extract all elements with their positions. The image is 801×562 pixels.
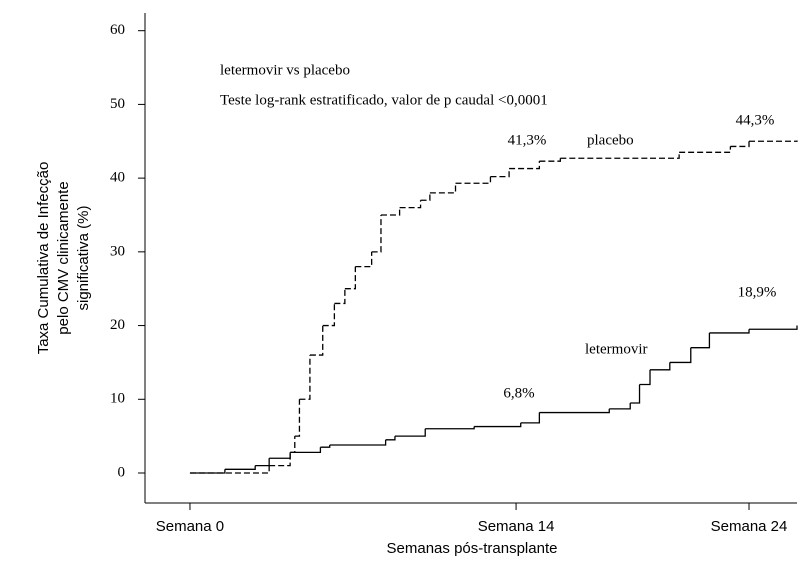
step-segment — [224, 465, 256, 470]
y-tick-label: 50 — [110, 96, 125, 112]
step-segment — [334, 288, 346, 305]
step-segment — [309, 325, 324, 356]
step-segment — [509, 161, 541, 170]
step-segment — [690, 332, 711, 349]
annotation: 6,8% — [503, 385, 534, 401]
x-tick-label: Semana 0 — [156, 518, 224, 535]
y-tick-label: 0 — [118, 464, 126, 480]
annotation: placebo — [587, 132, 634, 148]
annotation: letermovir vs placebo — [220, 62, 350, 78]
step-segment — [294, 399, 301, 437]
annotation: 18,9% — [738, 284, 777, 300]
step-segment — [329, 439, 387, 446]
step-segment — [189, 469, 226, 474]
step-segment — [709, 329, 750, 334]
step-segment — [420, 192, 431, 201]
step-segment — [255, 458, 270, 467]
step-segment — [189, 465, 270, 474]
step-segment — [539, 158, 561, 162]
y-tick-label: 40 — [110, 170, 125, 186]
step-segment — [269, 452, 291, 467]
annotation: Teste log-rank estratificado, valor de p… — [220, 92, 548, 108]
step-segment — [269, 452, 291, 459]
step-segment — [371, 214, 382, 253]
annotation: 41,3% — [508, 132, 547, 148]
step-segment — [474, 422, 522, 428]
x-tick-label: Semana 14 — [478, 518, 555, 535]
step-segment — [730, 141, 750, 148]
step-segment — [490, 168, 510, 178]
step-segment — [609, 402, 631, 410]
step-segment — [320, 444, 331, 448]
step-segment — [380, 207, 401, 216]
step-segment — [520, 412, 541, 424]
y-tick-label: 60 — [110, 22, 125, 38]
step-segment — [394, 428, 426, 437]
step-segment — [539, 408, 610, 414]
y-axis-title: pelo CMV clinicamente — [55, 181, 72, 334]
step-segment — [290, 447, 322, 454]
step-segment — [639, 369, 651, 386]
x-axis-title: Semanas pós-transplante — [387, 540, 558, 557]
step-segment — [425, 426, 475, 430]
step-segment — [299, 355, 311, 400]
y-tick-label: 20 — [110, 317, 125, 333]
step-segment — [749, 140, 798, 142]
annotation: 44,3% — [736, 112, 775, 128]
step-segment — [455, 176, 492, 184]
step-segment — [355, 251, 373, 268]
step-segment — [385, 436, 396, 441]
y-axis-title: Taxa Cumulativa de Infecção — [35, 162, 52, 355]
step-segment — [344, 266, 356, 290]
step-segment — [650, 362, 671, 371]
x-tick-label: Semana 24 — [711, 518, 788, 535]
step-segment — [749, 325, 798, 330]
step-segment — [322, 303, 336, 327]
step-segment — [630, 384, 641, 404]
step-segment — [399, 200, 422, 209]
y-axis-title: significativa (%) — [75, 205, 92, 310]
step-segment — [429, 183, 457, 194]
y-tick-label: 30 — [110, 243, 125, 259]
annotation: letermovir — [585, 341, 647, 357]
y-tick-label: 10 — [110, 391, 125, 407]
step-segment — [669, 347, 692, 364]
step-segment — [650, 152, 680, 159]
step-segment — [290, 436, 296, 454]
step-segment — [679, 146, 732, 153]
